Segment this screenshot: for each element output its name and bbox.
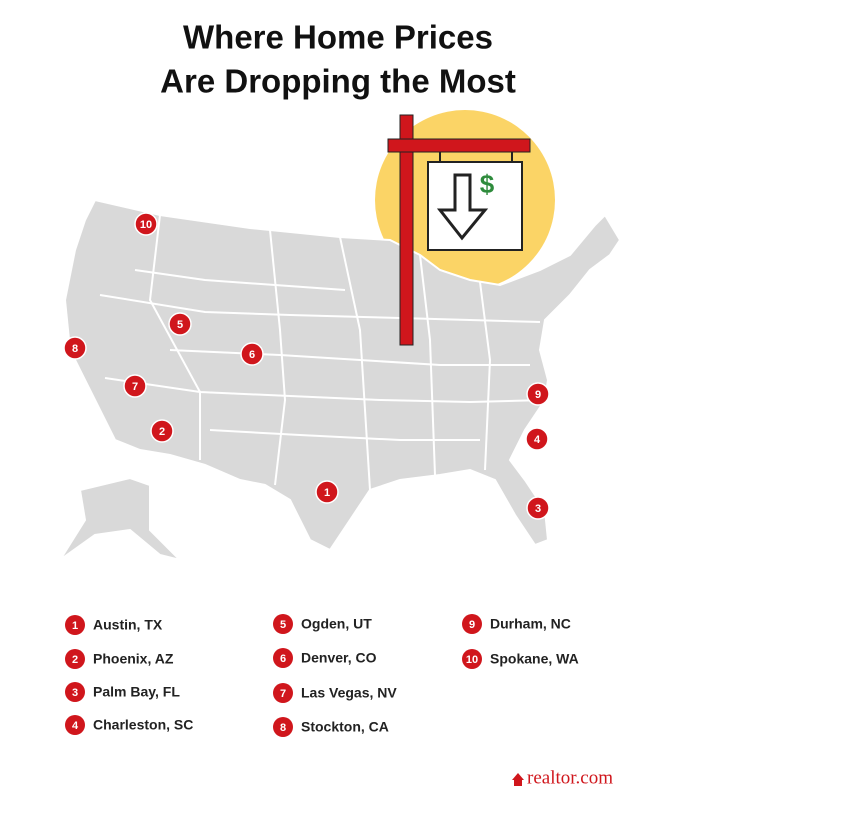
marker-circle: [134, 212, 158, 236]
legend-city: Durham, NC: [490, 616, 571, 632]
marker-number: 10: [140, 219, 152, 231]
legend-number: 5: [280, 619, 286, 631]
legend-city: Spokane, WA: [490, 651, 579, 667]
marker-number: 5: [177, 319, 183, 331]
legend-number: 10: [466, 654, 478, 666]
marker-circle: [526, 382, 550, 406]
marker-circle: [525, 427, 549, 451]
title-line: Where Home Prices: [183, 19, 493, 56]
legend-number: 9: [469, 619, 475, 631]
legend-number: 2: [72, 654, 78, 666]
legend-number: 4: [72, 720, 79, 732]
us-map: [59, 198, 622, 562]
legend-number: 3: [72, 687, 78, 699]
legend-circle: [65, 715, 85, 735]
legend-city: Las Vegas, NV: [301, 685, 397, 701]
marker-circle: [168, 312, 192, 336]
legend-city: Stockton, CA: [301, 719, 389, 735]
legend-number: 7: [280, 688, 286, 700]
legend-city: Phoenix, AZ: [93, 651, 174, 667]
marker-circle: [150, 419, 174, 443]
title-line: Are Dropping the Most: [160, 63, 516, 100]
marker-circle: [240, 342, 264, 366]
dollar-sign: $: [480, 169, 495, 199]
legend-circle: [65, 615, 85, 635]
legend-circle: [462, 614, 482, 634]
marker-number: 2: [159, 426, 165, 438]
legend-circle: [65, 682, 85, 702]
marker-number: 7: [132, 381, 138, 393]
marker-circle: [315, 480, 339, 504]
marker-number: 3: [535, 503, 541, 515]
logo: realtor.com: [527, 767, 613, 788]
legend-city: Charleston, SC: [93, 717, 193, 733]
marker-number: 1: [324, 487, 330, 499]
legend-circle: [65, 649, 85, 669]
marker-number: 6: [249, 349, 255, 361]
legend-circle: [273, 717, 293, 737]
marker-circle: [63, 336, 87, 360]
legend-number: 8: [280, 722, 286, 734]
legend-number: 1: [72, 620, 78, 632]
marker-number: 9: [535, 389, 541, 401]
for-sale-sign: [387, 114, 531, 346]
legend-city: Denver, CO: [301, 650, 377, 666]
legend: 1 Austin, TX 2 Phoenix, AZ 3 Palm Bay, FL 4 Cha…: [65, 614, 579, 737]
legend-number: 6: [280, 653, 286, 665]
legend-circle: [273, 614, 293, 634]
legend-city: Austin, TX: [93, 617, 163, 633]
legend-circle: [462, 649, 482, 669]
legend-circle: [273, 648, 293, 668]
marker-number: 8: [72, 343, 78, 355]
legend-city: Palm Bay, FL: [93, 684, 180, 700]
legend-circle: [273, 683, 293, 703]
marker-circle: [526, 496, 550, 520]
legend-city: Ogden, UT: [301, 616, 372, 632]
map-markers: 1 2 3 4 5 6 7 8 9 10: [63, 212, 550, 520]
logo-house: [512, 773, 524, 786]
marker-number: 4: [534, 434, 541, 446]
marker-circle: [123, 374, 147, 398]
